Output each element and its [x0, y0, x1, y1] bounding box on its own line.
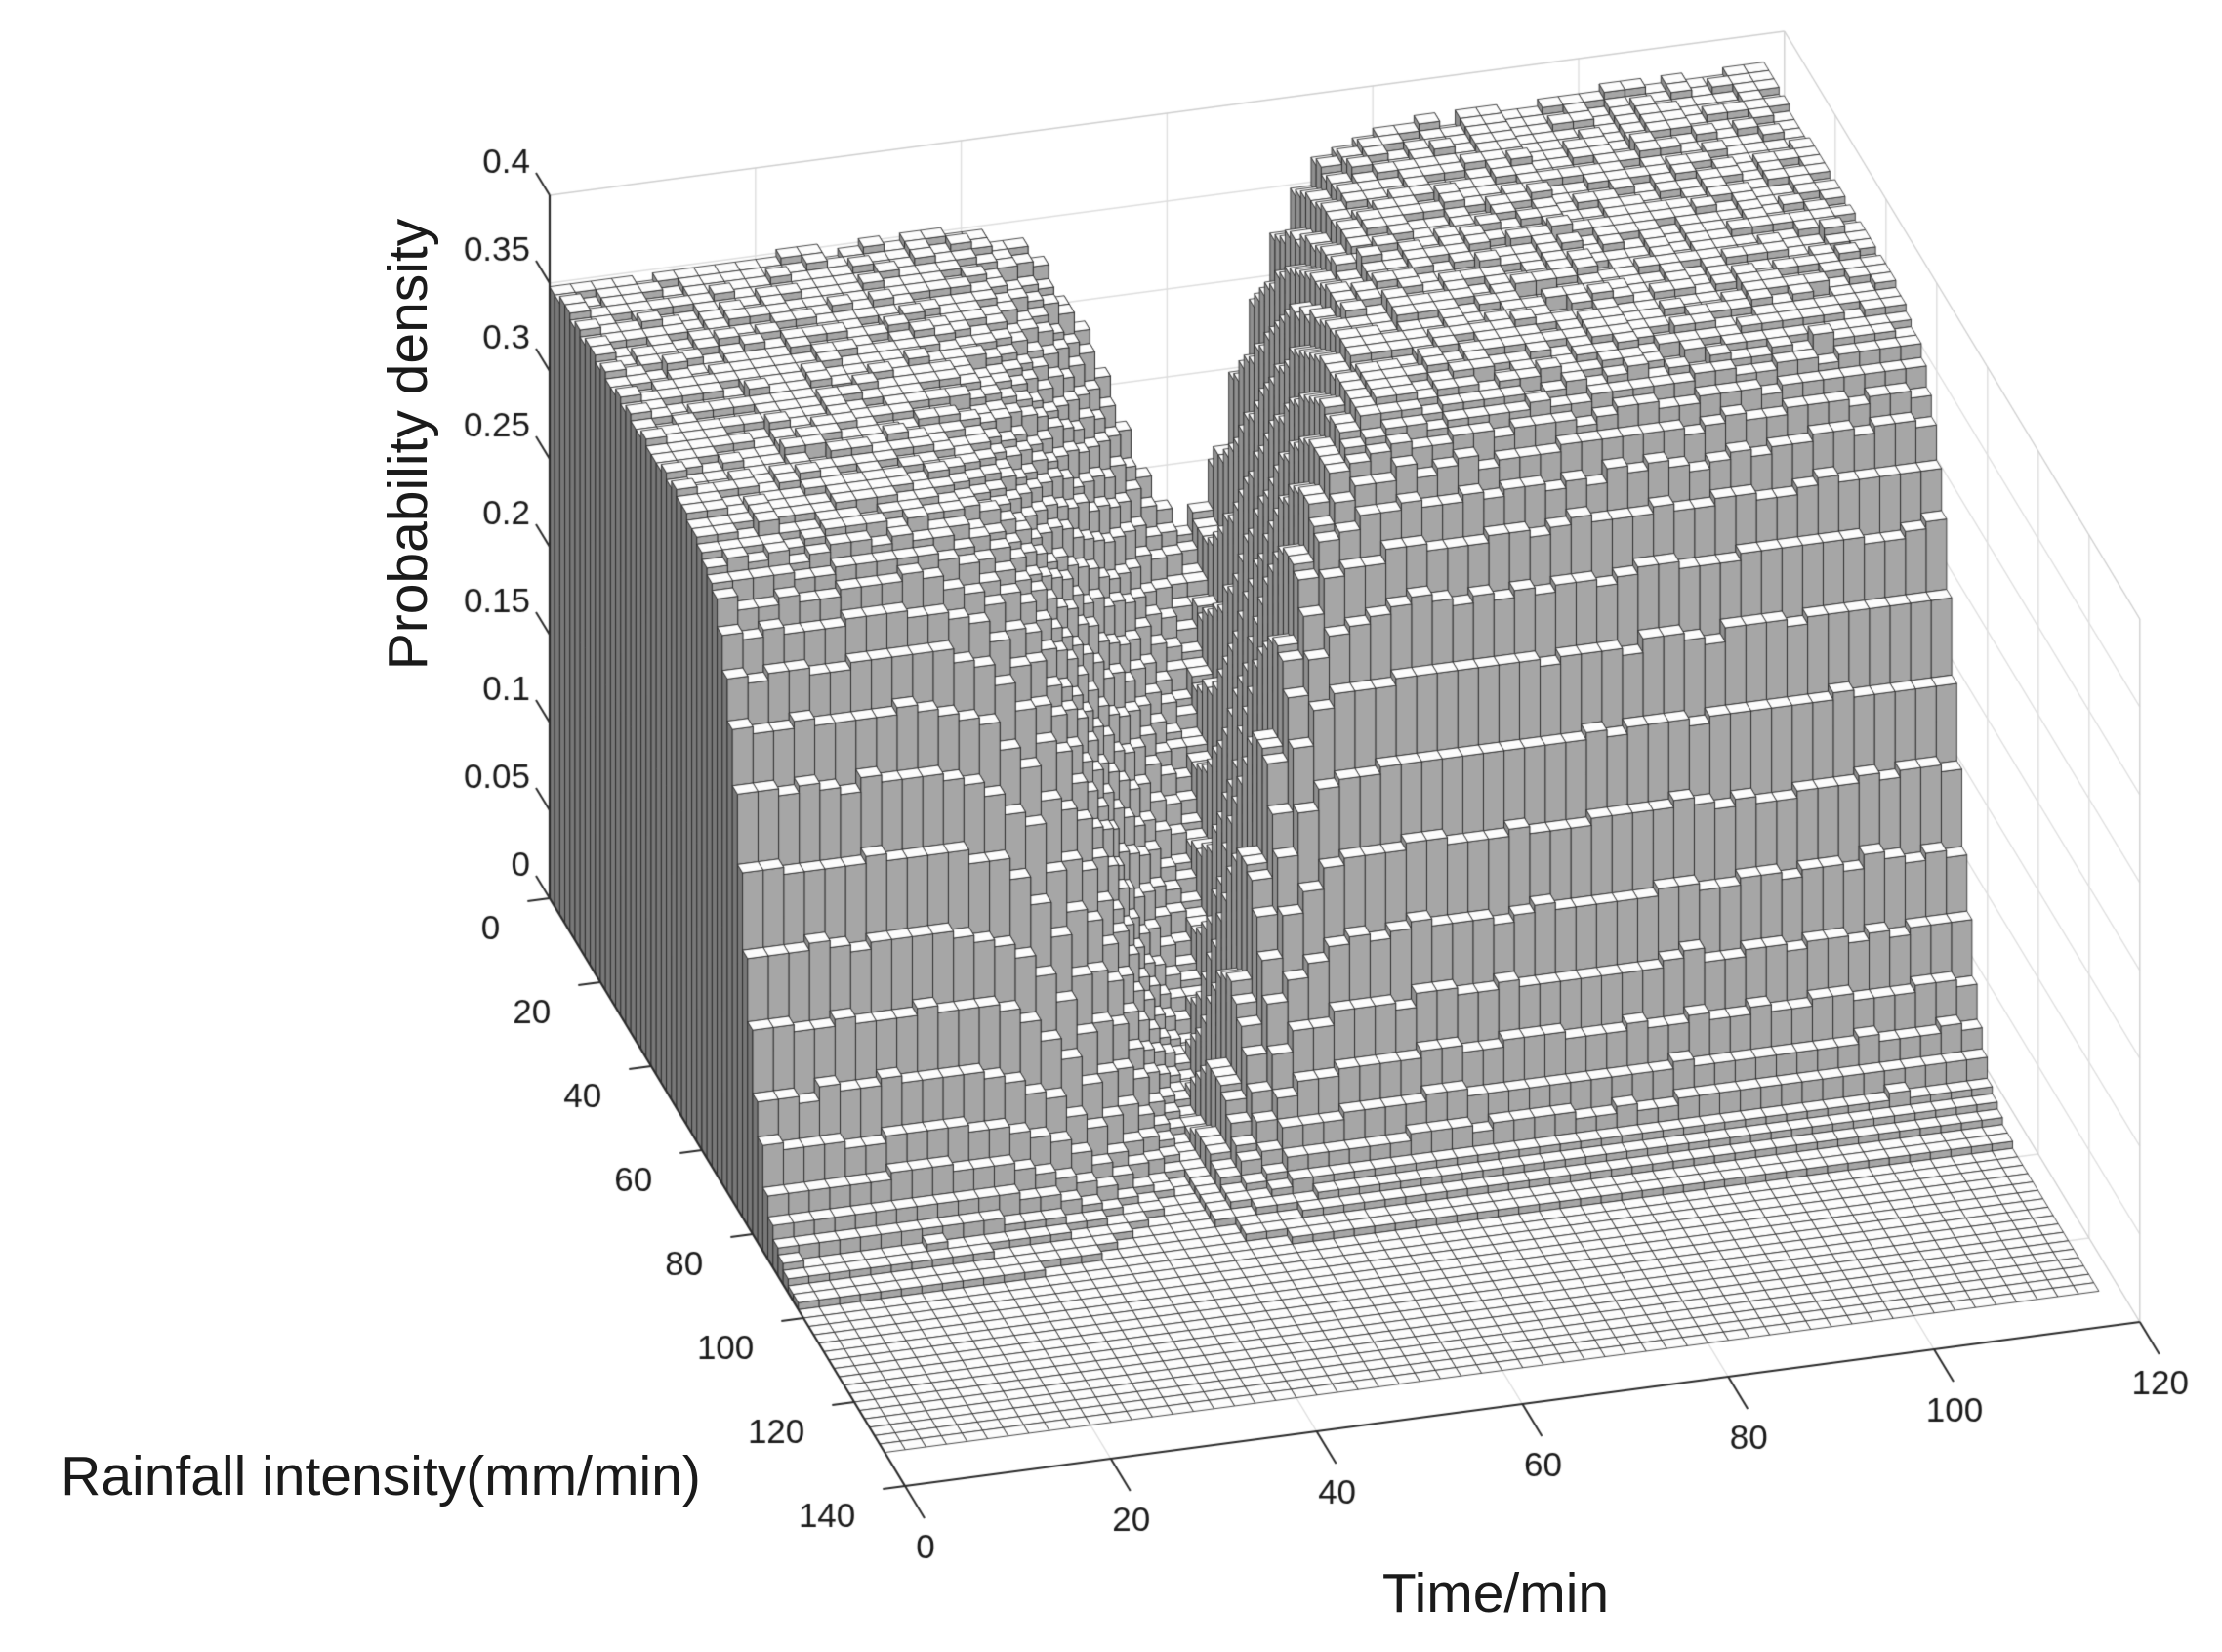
y-axis-title: Rainfall intensity(mm/min) [61, 1445, 701, 1507]
x-axis-title: Time/min [1381, 1562, 1610, 1625]
z-axis-title: Probability density [377, 218, 439, 671]
